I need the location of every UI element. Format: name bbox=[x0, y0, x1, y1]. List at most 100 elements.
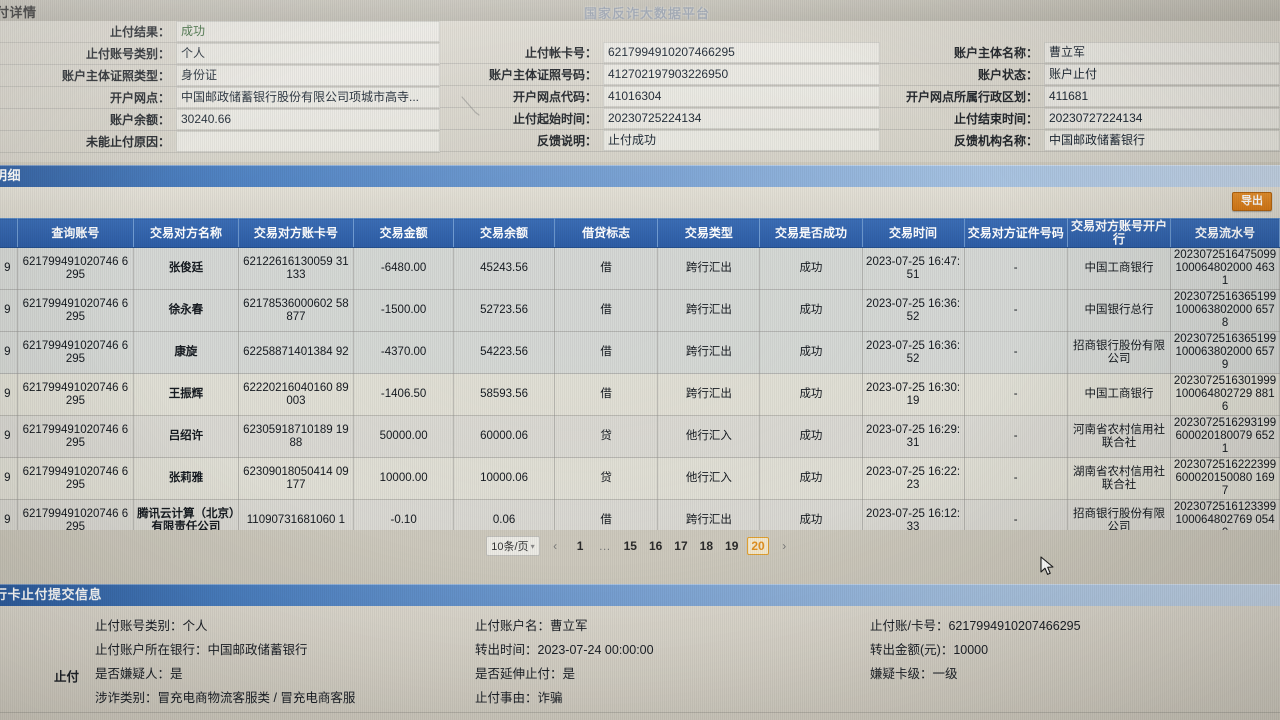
cell-amount: -6480.00 bbox=[353, 247, 455, 290]
cell-trade-type: 跨行汇出 bbox=[657, 289, 761, 332]
field-value-branch-code: 41016304 bbox=[603, 86, 880, 107]
cell-amount: -1500.00 bbox=[353, 289, 455, 332]
cell-success: 成功 bbox=[759, 289, 863, 332]
cell-trade-type: 跨行汇出 bbox=[657, 499, 761, 530]
col-header-trade-time[interactable]: 交易时间 bbox=[862, 218, 965, 248]
page-number-18[interactable]: 18 bbox=[699, 539, 714, 553]
field-label: 止付起始时间： bbox=[512, 112, 597, 126]
cell-serial: 2023072516365199100063802000 6579 bbox=[1170, 331, 1280, 374]
field-value-end-time: 20230727224134 bbox=[1044, 108, 1280, 129]
field-label: 账户主体证照类型： bbox=[61, 69, 170, 83]
table-row[interactable]: 9 621799491020746 6295 徐永春 62178536000602 5… bbox=[0, 289, 1280, 332]
cell-serial: 2023072516365199100063802000 6578 bbox=[1170, 289, 1280, 332]
cell-trade-type: 他行汇入 bbox=[657, 415, 761, 458]
cell-trade-type: 他行汇入 bbox=[657, 457, 761, 500]
transaction-table-wrapper[interactable]: 查询账号 交易对方名称 交易对方账卡号 交易金额 交易余额 借贷标志 交易类型 … bbox=[0, 218, 1280, 530]
cell-index: 9 bbox=[0, 247, 18, 290]
platform-title: 国家反诈大数据平台 bbox=[583, 6, 710, 21]
col-header-balance[interactable]: 交易余额 bbox=[453, 218, 556, 248]
cell-counterparty-card: 62178536000602 58877 bbox=[238, 289, 355, 332]
cell-success: 成功 bbox=[759, 331, 863, 374]
cell-success: 成功 bbox=[759, 247, 863, 290]
cell-index: 9 bbox=[0, 415, 18, 458]
field-value-fail-reason bbox=[176, 131, 440, 152]
col-header-debit-credit[interactable]: 借贷标志 bbox=[554, 218, 659, 248]
table-toolbar: 导出 bbox=[0, 187, 1280, 218]
cell-counterparty-bank: 招商银行股份有限公司 bbox=[1067, 331, 1172, 374]
col-header-serial[interactable]: 交易流水号 bbox=[1170, 218, 1280, 248]
cell-index: 9 bbox=[0, 499, 18, 530]
submit-field-transfer-amount: 转出金额(元)：10000 bbox=[870, 643, 989, 657]
pagination: 10条/页 ▾ ‹ 1 … 15 16 17 18 19 20 › bbox=[0, 532, 1280, 560]
cell-counterparty-card: 11090731681060 1 bbox=[238, 499, 355, 530]
table-row[interactable]: 9 621799491020746 6295 腾讯云计算（北京）有限责任公司 1109… bbox=[0, 499, 1280, 530]
cell-serial: 2023072516301999100064802729 8816 bbox=[1170, 373, 1280, 416]
cell-query-account: 621799491020746 6295 bbox=[17, 289, 135, 332]
col-header-counterparty-bank[interactable]: 交易对方账号开户行 bbox=[1067, 218, 1172, 248]
prev-page-button[interactable]: ‹ bbox=[553, 539, 558, 553]
cell-trade-time: 2023-07-25 16:12:33 bbox=[862, 499, 965, 530]
cell-counterparty-id: - bbox=[964, 457, 1068, 500]
cell-counterparty-name: 腾讯云计算（北京）有限责任公司 bbox=[133, 499, 239, 530]
cell-counterparty-id: - bbox=[964, 289, 1068, 332]
field-label: 账户余额： bbox=[109, 113, 170, 127]
next-page-button[interactable]: › bbox=[782, 539, 787, 553]
page-number-20[interactable]: 20 bbox=[747, 537, 769, 555]
cell-counterparty-name: 康旋 bbox=[133, 331, 239, 374]
detail-field-row: 开户网点代码： 41016304 bbox=[440, 86, 880, 108]
page-number-19[interactable]: 19 bbox=[725, 539, 739, 553]
col-header-success[interactable]: 交易是否成功 bbox=[759, 218, 863, 248]
cell-amount: 50000.00 bbox=[353, 415, 455, 458]
field-label: 账户状态： bbox=[977, 68, 1038, 82]
cell-counterparty-id: - bbox=[964, 499, 1068, 530]
table-row[interactable]: 9 621799491020746 6295 张莉雅 62309018050414 0… bbox=[0, 457, 1280, 500]
export-button[interactable]: 导出 bbox=[1232, 192, 1272, 211]
cell-index: 9 bbox=[0, 289, 18, 332]
submit-section-title: 行卡止付提交信息 bbox=[0, 587, 103, 602]
table-row[interactable]: 9 621799491020746 6295 王振辉 62220216040160 8… bbox=[0, 373, 1280, 416]
page-size-select[interactable]: 10条/页 ▾ bbox=[486, 536, 540, 556]
cell-success: 成功 bbox=[759, 373, 863, 416]
col-header-counterparty-id[interactable]: 交易对方证件号码 bbox=[964, 218, 1068, 248]
cell-success: 成功 bbox=[759, 457, 863, 500]
page-number-list: 1 … 15 16 17 18 19 20 bbox=[571, 537, 769, 555]
cell-index: 9 bbox=[0, 373, 18, 416]
col-header-counterparty-card[interactable]: 交易对方账卡号 bbox=[238, 218, 355, 248]
detail-column-right: 账户主体名称： 曹立军 账户状态： 账户止付 开户网点所属行政区划： 41168… bbox=[880, 21, 1280, 152]
field-label: 未能止付原因： bbox=[85, 135, 170, 149]
table-row[interactable]: 9 621799491020746 6295 康旋 62258871401384 92… bbox=[0, 331, 1280, 374]
submit-field-suspect-level: 嫌疑卡级：一级 bbox=[870, 667, 958, 681]
cell-serial: 2023072516475099100064802000 4631 bbox=[1170, 247, 1280, 290]
detail-field-row: 账户主体证照类型： 身份证 bbox=[0, 65, 440, 87]
submit-info-panel: 止付 止付账号类别：个人 止付账户名：曹立军 止付账/卡号：6217994910… bbox=[0, 606, 1280, 720]
cell-counterparty-card: 62258871401384 92 bbox=[238, 331, 355, 374]
col-header-trade-type[interactable]: 交易类型 bbox=[657, 218, 761, 248]
col-header-amount[interactable]: 交易金额 bbox=[353, 218, 455, 248]
page-number-16[interactable]: 16 bbox=[648, 539, 663, 553]
page-number-1[interactable]: 1 bbox=[576, 539, 584, 553]
cell-index: 9 bbox=[0, 331, 18, 374]
cell-balance: 52723.56 bbox=[453, 289, 556, 332]
cell-counterparty-id: - bbox=[964, 415, 1068, 458]
field-label: 开户网点： bbox=[109, 91, 170, 105]
cell-counterparty-card: 62220216040160 89003 bbox=[238, 373, 355, 416]
field-label: 开户网点代码： bbox=[512, 90, 597, 104]
table-header-row: 查询账号 交易对方名称 交易对方账卡号 交易金额 交易余额 借贷标志 交易类型 … bbox=[0, 218, 1280, 248]
field-value-branch: 中国邮政储蓄银行股份有限公司项城市高寺... bbox=[176, 87, 440, 108]
field-value-start-time: 20230725224134 bbox=[603, 108, 880, 129]
detail-field-row: 账户余额： 30240.66 bbox=[0, 109, 440, 131]
page-number-15[interactable]: 15 bbox=[623, 539, 637, 553]
table-row[interactable]: 9 621799491020746 6295 张俊廷 62122616130059 3… bbox=[0, 247, 1280, 290]
cell-trade-type: 跨行汇出 bbox=[657, 247, 761, 290]
table-row[interactable]: 9 621799491020746 6295 吕绍许 62305918710189 1… bbox=[0, 415, 1280, 458]
cell-balance: 45243.56 bbox=[453, 247, 556, 290]
submit-field-account-name: 止付账户名：曹立军 bbox=[475, 619, 588, 633]
detail-field-row: 止付起始时间： 20230725224134 bbox=[440, 108, 880, 130]
page-number-17[interactable]: 17 bbox=[674, 539, 688, 553]
cell-counterparty-id: - bbox=[964, 373, 1068, 416]
col-header-index[interactable] bbox=[0, 218, 18, 248]
cell-query-account: 621799491020746 6295 bbox=[17, 331, 135, 374]
col-header-counterparty-name[interactable]: 交易对方名称 bbox=[133, 218, 239, 248]
col-header-query-account[interactable]: 查询账号 bbox=[17, 218, 135, 248]
cell-success: 成功 bbox=[759, 415, 863, 458]
